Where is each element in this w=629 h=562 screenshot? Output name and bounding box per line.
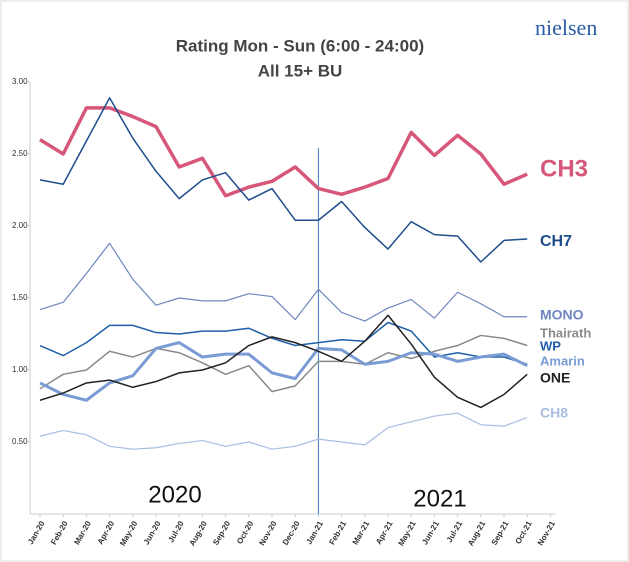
chart-subtitle: All 15+ BU bbox=[258, 61, 343, 80]
y-tick-label: 3.00 bbox=[12, 77, 28, 86]
y-tick-label: 2.00 bbox=[12, 221, 28, 230]
series-label: WP bbox=[540, 338, 561, 353]
year-label: 2020 bbox=[148, 481, 201, 508]
series-line bbox=[39, 341, 528, 402]
logo: nielsen bbox=[535, 15, 597, 40]
series-line bbox=[39, 242, 528, 322]
series-label: Amarin bbox=[540, 353, 585, 368]
series-line bbox=[39, 334, 528, 393]
series-label: ONE bbox=[540, 370, 570, 386]
series-label: CH8 bbox=[540, 405, 568, 421]
series-label: MONO bbox=[540, 307, 584, 323]
series-line bbox=[39, 314, 528, 409]
y-tick-label: 0.50 bbox=[12, 437, 28, 446]
series-line bbox=[39, 321, 528, 365]
y-tick-label: 1.50 bbox=[12, 293, 28, 302]
series-line bbox=[39, 106, 528, 198]
y-tick-label: 2.50 bbox=[12, 149, 28, 158]
series-label: CH3 bbox=[540, 155, 588, 182]
series-line bbox=[39, 412, 528, 450]
y-tick-label: 1.00 bbox=[12, 365, 28, 374]
chart-title: Rating Mon - Sun (6:00 - 24:00) bbox=[176, 36, 424, 55]
series-label: Thairath bbox=[540, 325, 591, 340]
year-label: 2021 bbox=[413, 485, 466, 512]
series-line bbox=[39, 97, 528, 263]
series-label: CH7 bbox=[540, 233, 572, 250]
